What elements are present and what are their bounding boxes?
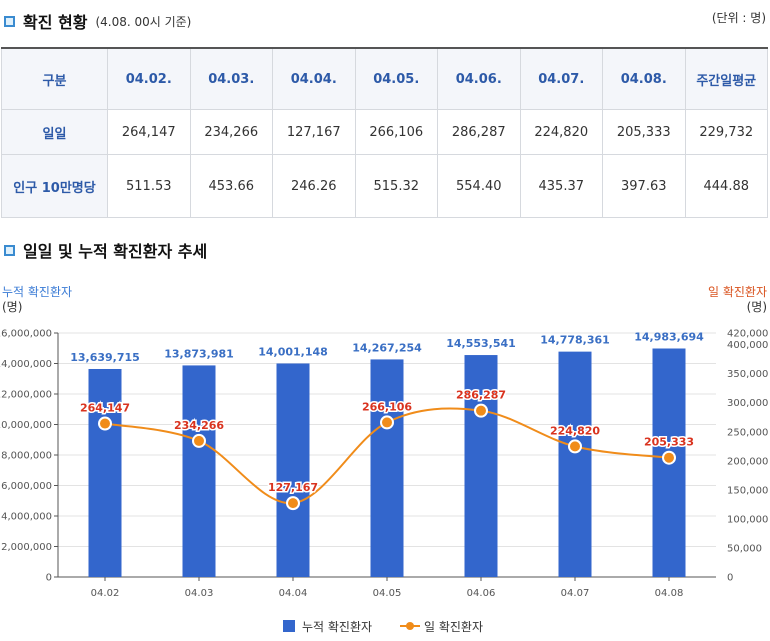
line-data-label: 234,266	[174, 419, 224, 432]
header-cell: 주간일평균	[684, 47, 768, 110]
line-data-label: 264,147	[80, 402, 130, 415]
table-row: 인구 10만명당 511.53 453.66 246.26 515.32 554…	[1, 154, 768, 218]
x-axis-tick-label: 04.02	[91, 588, 120, 599]
row-label: 일일	[1, 109, 108, 155]
legend-bar-label: 누적 확진환자	[302, 620, 372, 634]
header-cell: 04.07.	[519, 47, 603, 110]
bar	[558, 351, 592, 577]
line-point	[380, 415, 394, 430]
left-axis-tick-label: 4,000,000	[1, 512, 52, 523]
header-cell: 04.05.	[354, 47, 438, 110]
header-cell: 04.02.	[107, 47, 191, 110]
right-axis-tick-label: 100,000	[727, 514, 768, 525]
section-trend-title: 일일 및 누적 확진환자 추세	[4, 238, 207, 262]
left-axis-title: 누적 확진환자	[2, 285, 72, 299]
right-axis-tick-label: 250,000	[727, 427, 768, 438]
bar	[464, 355, 498, 577]
table-cell: 246.26	[272, 154, 356, 218]
table-cell: 511.53	[107, 154, 191, 218]
line-point	[662, 450, 676, 465]
legend-bar-swatch	[283, 620, 295, 632]
table-cell: 205,333	[602, 109, 686, 155]
table-cell: 224,820	[519, 109, 603, 155]
table-cell: 515.32	[354, 154, 438, 218]
x-axis-tick-label: 04.06	[467, 588, 496, 599]
table-cell: 554.40	[437, 154, 521, 218]
line-data-label: 224,820	[550, 424, 600, 437]
table-cell: 453.66	[189, 154, 273, 218]
bar-data-label: 13,873,981	[164, 347, 234, 360]
unit-label: (단위 : 명)	[711, 11, 766, 25]
table-header-row: 구분 04.02. 04.03. 04.04. 04.05. 04.06. 04…	[1, 47, 768, 110]
table-cell: 266,106	[354, 109, 438, 155]
header-cell: 04.06.	[437, 47, 521, 110]
bar	[370, 359, 404, 577]
left-axis-tick-label: 12,000,000	[0, 390, 52, 401]
status-subtitle: (4.08. 00시 기준)	[95, 14, 192, 29]
header-cell: 04.04.	[272, 47, 356, 110]
bullet-square-icon	[4, 244, 15, 256]
table-cell: 286,287	[437, 109, 521, 155]
x-axis-tick-label: 04.08	[655, 588, 684, 599]
bar	[276, 363, 310, 577]
right-axis-unit: (명)	[747, 300, 767, 314]
bullet-square-icon	[4, 15, 15, 27]
left-axis-unit: (명)	[2, 300, 22, 314]
line-point	[474, 403, 488, 418]
bar-data-label: 14,001,148	[258, 345, 328, 358]
line-point	[286, 496, 300, 511]
x-axis-tick-label: 04.05	[373, 588, 402, 599]
bar-data-label: 14,778,361	[540, 334, 610, 347]
table-row: 일일 264,147 234,266 127,167 266,106 286,2…	[1, 109, 768, 155]
legend-line-label: 일 확진환자	[424, 620, 483, 634]
line-point	[568, 439, 582, 454]
right-axis-tick-label: 420,000	[727, 329, 768, 340]
right-axis-tick-label: 150,000	[727, 485, 768, 496]
right-axis-title: 일 확진환자	[708, 285, 767, 299]
right-axis-tick-label: 300,000	[727, 398, 768, 409]
right-axis-tick-label: 350,000	[727, 369, 768, 380]
bar-data-label: 14,983,694	[634, 330, 704, 343]
line-point	[192, 433, 206, 448]
right-axis-tick-label: 0	[727, 573, 733, 584]
table-cell: 229,732	[684, 109, 768, 155]
line-data-label: 127,167	[268, 481, 318, 494]
line-data-label: 205,333	[644, 436, 694, 449]
table-cell: 444.88	[684, 154, 768, 218]
x-axis-tick-label: 04.03	[185, 588, 214, 599]
right-axis-tick-label: 50,000	[727, 543, 762, 554]
section-status-title: 확진 현황 (4.08. 00시 기준)	[4, 9, 191, 33]
bar-data-label: 14,267,254	[352, 341, 422, 354]
status-title: 확진 현황	[23, 13, 88, 32]
right-axis-tick-label: 400,000	[727, 340, 768, 351]
left-axis-tick-label: 10,000,000	[0, 420, 52, 431]
status-table: 구분 04.02. 04.03. 04.04. 04.05. 04.06. 04…	[1, 47, 768, 218]
left-axis-tick-label: 16,000,000	[0, 329, 52, 340]
left-axis-tick-label: 2,000,000	[1, 542, 52, 553]
header-cell: 04.03.	[189, 47, 273, 110]
line-point	[98, 416, 112, 431]
left-axis-tick-label: 6,000,000	[1, 481, 52, 492]
row-label: 인구 10만명당	[1, 154, 108, 218]
bar	[88, 368, 122, 577]
line-data-label: 266,106	[362, 400, 412, 413]
left-axis-tick-label: 0	[46, 573, 52, 584]
right-axis-tick-label: 200,000	[727, 456, 768, 467]
bar	[182, 365, 216, 577]
line-data-label: 286,287	[456, 389, 506, 402]
header-cell: 구분	[1, 47, 108, 110]
table-cell: 397.63	[602, 154, 686, 218]
legend-line-marker	[406, 622, 414, 630]
bar-data-label: 13,639,715	[70, 351, 140, 364]
x-axis-tick-label: 04.04	[279, 588, 308, 599]
trend-title: 일일 및 누적 확진환자 추세	[23, 242, 208, 261]
x-axis-tick-label: 04.07	[561, 588, 590, 599]
bar-data-label: 14,553,541	[446, 337, 516, 350]
header-cell: 04.08.	[602, 47, 686, 110]
left-axis-tick-label: 8,000,000	[1, 451, 52, 462]
left-axis-tick-label: 14,000,000	[0, 359, 52, 370]
